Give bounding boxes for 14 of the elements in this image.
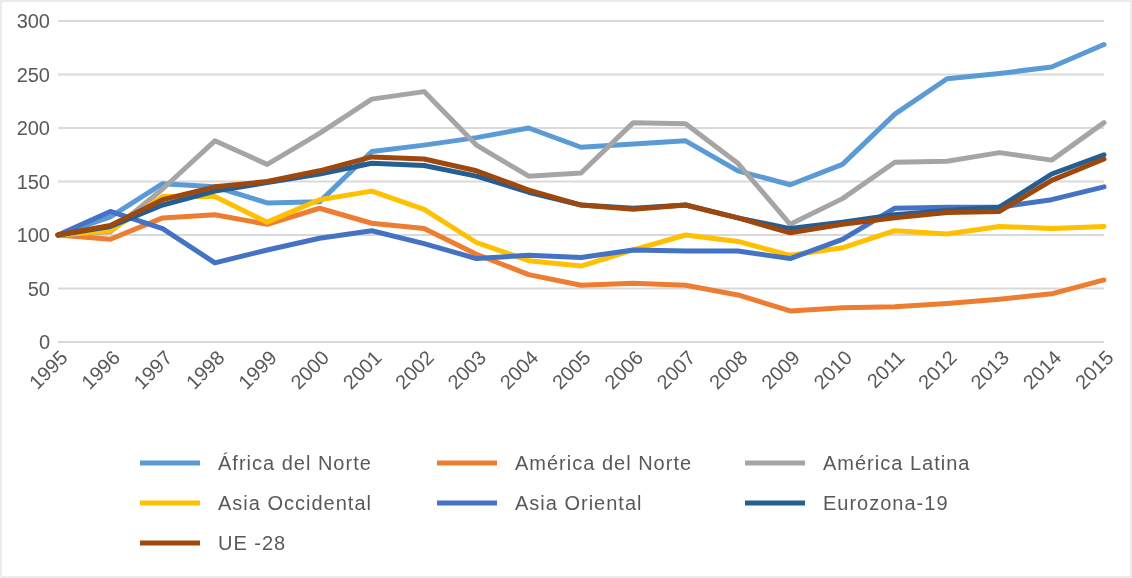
legend-label: Asia Occidental [218, 492, 372, 514]
y-tick-label: 0 [38, 331, 50, 353]
legend-label: América Latina [823, 452, 971, 474]
legend-label: Asia Oriental [515, 492, 643, 514]
y-tick-label: 50 [27, 277, 50, 300]
y-tick-label: 250 [16, 63, 50, 86]
y-tick-label: 200 [16, 117, 50, 139]
legend-label: África del Norte [218, 452, 372, 474]
legend-label: UE -28 [218, 532, 287, 554]
y-tick-label: 150 [16, 170, 50, 193]
legend-label: Eurozona-19 [823, 492, 949, 514]
legend-label: América del Norte [515, 452, 693, 474]
y-tick-label: 300 [16, 10, 50, 32]
y-tick-label: 100 [16, 224, 50, 246]
